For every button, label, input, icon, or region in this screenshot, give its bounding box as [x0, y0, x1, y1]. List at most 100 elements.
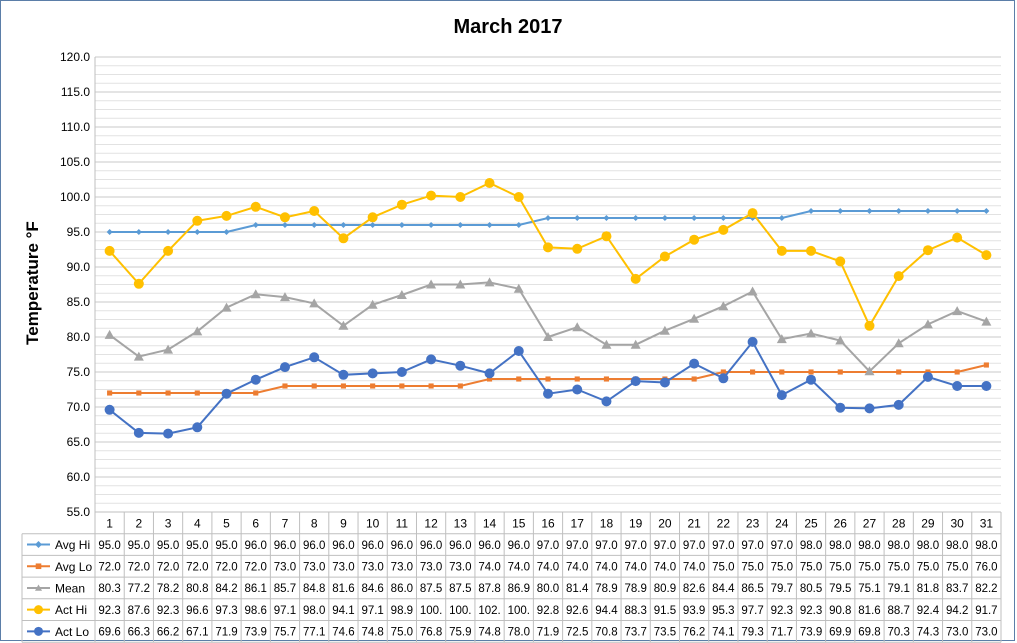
data-cell: 98.0 [800, 540, 822, 552]
data-cell: 74.1 [712, 627, 734, 639]
chart-title: March 2017 [454, 16, 563, 38]
data-cell: 100. [420, 605, 442, 617]
data-cell: 73.9 [800, 627, 822, 639]
point-marker [750, 369, 756, 375]
point-marker [835, 402, 846, 413]
data-cell: 80.9 [654, 583, 676, 595]
point-marker [426, 190, 437, 201]
point-marker [192, 326, 203, 336]
data-cell: 75.0 [946, 561, 968, 573]
x-tick-label: 29 [921, 516, 935, 530]
x-tick-label: 31 [980, 516, 994, 530]
data-cell: 74.0 [537, 561, 559, 573]
data-cell: 82.2 [975, 583, 997, 595]
point-marker [163, 245, 174, 256]
data-cell: 79.5 [829, 583, 851, 595]
point-marker [484, 368, 495, 379]
x-tick-label: 9 [340, 516, 347, 530]
y-tick-label: 110.0 [61, 120, 90, 134]
data-cell: 73.0 [332, 561, 354, 573]
data-cell: 96.0 [274, 540, 296, 552]
point-marker [135, 229, 142, 235]
point-marker [486, 376, 493, 382]
data-cell: 73.0 [946, 627, 968, 639]
data-cell: 76.8 [420, 627, 442, 639]
point-marker [309, 298, 320, 308]
point-marker [133, 351, 144, 361]
data-cell: 96.0 [245, 540, 267, 552]
data-cell: 78.2 [157, 583, 179, 595]
data-cell: 75.7 [274, 627, 296, 639]
data-cell: 78.9 [624, 583, 646, 595]
point-marker [630, 273, 641, 284]
x-tick-label: 13 [454, 516, 468, 530]
point-marker [104, 245, 115, 256]
point-marker [689, 358, 700, 369]
point-marker [747, 208, 758, 219]
data-cell: 69.6 [98, 627, 120, 639]
point-marker [165, 390, 171, 396]
point-marker [34, 605, 43, 615]
point-marker [194, 229, 201, 235]
point-marker [309, 352, 320, 363]
point-marker [981, 316, 992, 326]
data-cell: 86.5 [741, 583, 763, 595]
legend-entry: Avg Lo [55, 560, 92, 574]
data-cell: 94.1 [332, 605, 354, 617]
point-marker [981, 381, 992, 391]
data-cell: 98.0 [917, 540, 939, 552]
series-line [108, 181, 987, 328]
data-cell: 73.9 [245, 627, 267, 639]
data-cell: 98.0 [975, 540, 997, 552]
point-marker [630, 376, 641, 387]
point-marker [572, 384, 583, 395]
data-cell: 75.0 [858, 561, 880, 573]
point-marker [572, 322, 583, 332]
data-cell: 73.0 [361, 561, 383, 573]
x-tick-label: 10 [366, 516, 380, 530]
data-cell: 74.0 [478, 561, 500, 573]
x-tick-label: 20 [658, 516, 672, 530]
data-cell: 92.6 [566, 605, 588, 617]
data-cell: 70.3 [888, 627, 910, 639]
data-cell: 91.5 [654, 605, 676, 617]
point-marker [221, 388, 232, 399]
data-cell: 78.9 [595, 583, 617, 595]
legend-entry: Avg Hi [55, 538, 90, 552]
x-tick-label: 11 [396, 516, 409, 530]
data-cell: 73.0 [449, 561, 471, 573]
point-marker [896, 369, 902, 375]
data-cell: 97.7 [741, 605, 763, 617]
point-marker [311, 383, 317, 389]
legend-entry: Act Hi [55, 603, 87, 617]
point-marker [428, 222, 435, 228]
data-cell: 80.8 [186, 583, 208, 595]
point-marker [513, 283, 524, 293]
data-cell: 86.1 [245, 583, 267, 595]
point-marker [107, 390, 113, 396]
legend-entry: Mean [55, 581, 85, 595]
data-cell: 81.8 [917, 583, 939, 595]
point-marker [603, 215, 610, 221]
x-tick-label: 3 [165, 516, 172, 530]
point-marker [630, 339, 641, 349]
data-cell: 75.1 [858, 583, 880, 595]
data-cell: 75.0 [917, 561, 939, 573]
point-marker [34, 626, 43, 636]
point-marker [253, 390, 259, 396]
y-tick-labels: 55.0 60.0 65.0 70.0 75.0 80.0 85.0 90.0 95.0 100.… [60, 50, 90, 519]
point-marker [516, 376, 522, 382]
point-marker [163, 428, 174, 439]
point-marker [513, 346, 524, 356]
point-marker [747, 286, 758, 296]
data-cell: 74.0 [624, 561, 646, 573]
data-cell: 97.0 [741, 540, 763, 552]
data-cell: 96.0 [449, 540, 471, 552]
data-cell: 96.0 [332, 540, 354, 552]
y-tick-label: 80.0 [67, 330, 91, 344]
data-cell: 75.0 [712, 561, 734, 573]
data-cell: 100. [508, 605, 530, 617]
point-marker [545, 215, 551, 221]
data-cell: 80.3 [98, 583, 120, 595]
